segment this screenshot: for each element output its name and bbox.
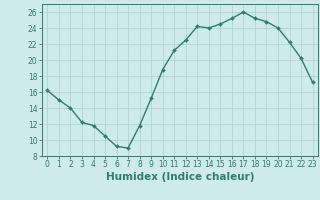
X-axis label: Humidex (Indice chaleur): Humidex (Indice chaleur): [106, 172, 254, 182]
